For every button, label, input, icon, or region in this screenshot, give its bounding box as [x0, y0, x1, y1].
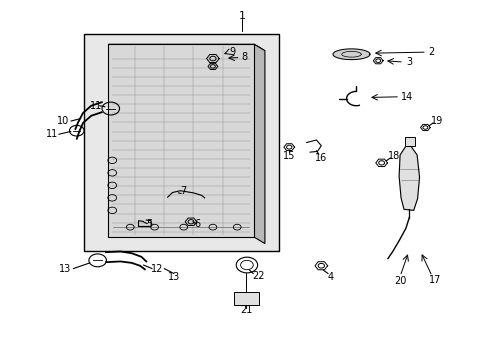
- Text: 11: 11: [46, 129, 59, 139]
- Text: 21: 21: [240, 305, 252, 315]
- Text: 20: 20: [393, 276, 406, 286]
- Polygon shape: [398, 146, 419, 210]
- Text: 8: 8: [241, 53, 247, 63]
- Text: 15: 15: [283, 151, 295, 161]
- Text: 1: 1: [238, 11, 245, 21]
- Text: 7: 7: [180, 186, 186, 197]
- Polygon shape: [108, 44, 254, 237]
- Polygon shape: [332, 49, 369, 60]
- Text: 3: 3: [406, 57, 412, 67]
- Text: 12: 12: [150, 264, 163, 274]
- FancyBboxPatch shape: [404, 137, 414, 146]
- Text: 13: 13: [167, 272, 180, 282]
- Text: 19: 19: [430, 116, 442, 126]
- FancyBboxPatch shape: [84, 33, 278, 251]
- Text: 14: 14: [401, 92, 413, 102]
- Text: 17: 17: [428, 275, 441, 285]
- Text: 16: 16: [315, 153, 327, 163]
- Text: 5: 5: [146, 219, 152, 229]
- Text: 2: 2: [427, 47, 434, 57]
- Text: 9: 9: [229, 47, 235, 57]
- FancyBboxPatch shape: [233, 292, 259, 305]
- Text: 10: 10: [57, 116, 69, 126]
- Text: 6: 6: [194, 219, 200, 229]
- Text: 11: 11: [90, 101, 102, 111]
- Polygon shape: [108, 44, 264, 51]
- Text: 18: 18: [387, 151, 400, 161]
- Text: 4: 4: [327, 272, 333, 282]
- Polygon shape: [254, 44, 264, 244]
- Text: 13: 13: [59, 264, 71, 274]
- Text: 22: 22: [251, 271, 264, 282]
